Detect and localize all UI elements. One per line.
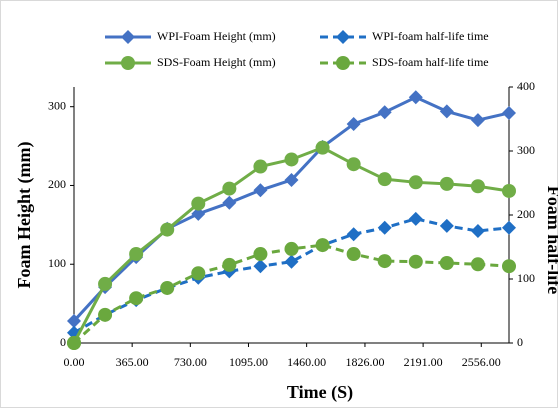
y-tick-label: 100 [48,256,66,270]
x-tick-label: 1826.00 [345,355,384,369]
marker [284,172,299,187]
marker [502,105,516,120]
marker [191,266,206,281]
marker [346,117,361,132]
marker [315,238,330,253]
x-tick-label: 2556.00 [462,355,501,369]
legend-marker [336,30,350,44]
marker [377,105,392,120]
marker [191,196,206,211]
legend-marker [121,30,135,44]
marker [470,179,485,194]
marker [67,313,81,328]
marker [408,90,423,105]
x-tick-label: 0.00 [64,355,85,369]
marker [470,224,485,238]
marker [253,159,268,174]
marker [470,113,485,128]
y2-tick-label: 100 [517,271,535,285]
marker [160,280,175,295]
legend-marker [121,56,135,70]
marker [191,206,206,221]
marker [129,291,144,306]
x-tick-label: 1460.00 [287,355,326,369]
marker [253,247,268,262]
y2-axis-title: Foam half-life [544,186,558,294]
marker [67,336,81,350]
marker [377,254,392,269]
marker [222,257,237,272]
legend-label: WPI-foam half-life time [372,29,489,43]
marker [98,276,113,291]
marker [284,241,299,256]
marker [129,246,144,261]
y-tick-label: 0 [60,335,66,349]
marker [222,181,237,196]
marker [253,259,268,274]
x-tick-label: 2191.00 [404,355,443,369]
marker [315,140,330,155]
marker [284,254,299,269]
marker [377,220,392,235]
marker [470,257,485,272]
marker [439,104,454,119]
marker [439,176,454,191]
marker [160,222,175,237]
series-line [73,217,510,335]
marker [284,152,299,167]
legend-marker [336,56,350,70]
legend-label: SDS-Foam Height (mm) [157,55,276,69]
y2-tick-label: 200 [517,207,535,221]
y2-tick-label: 300 [517,143,535,157]
marker [439,256,454,270]
marker [502,183,516,198]
marker [408,254,423,269]
marker [408,175,423,190]
legend-label: SDS-foam half-life time [372,55,489,69]
legend-label: WPI-Foam Height (mm) [157,29,276,43]
y2-tick-label: 0 [517,335,523,349]
x-tick-label: 730.00 [174,355,207,369]
marker [502,259,516,274]
y2-tick-label: 400 [517,79,535,93]
x-tick-label: 365.00 [116,355,149,369]
y-tick-label: 300 [48,98,66,112]
y-tick-label: 200 [48,177,66,191]
y-axis-title: Foam Height (mm) [14,142,35,289]
marker [377,172,392,187]
marker [502,220,516,235]
marker [222,195,237,210]
x-axis-title: Time (S) [287,382,353,403]
marker [98,307,113,322]
marker [408,211,423,226]
marker [346,157,361,172]
marker [346,247,361,262]
marker [253,183,268,198]
marker [346,227,361,242]
marker [439,218,454,233]
x-tick-label: 1095.00 [229,355,268,369]
